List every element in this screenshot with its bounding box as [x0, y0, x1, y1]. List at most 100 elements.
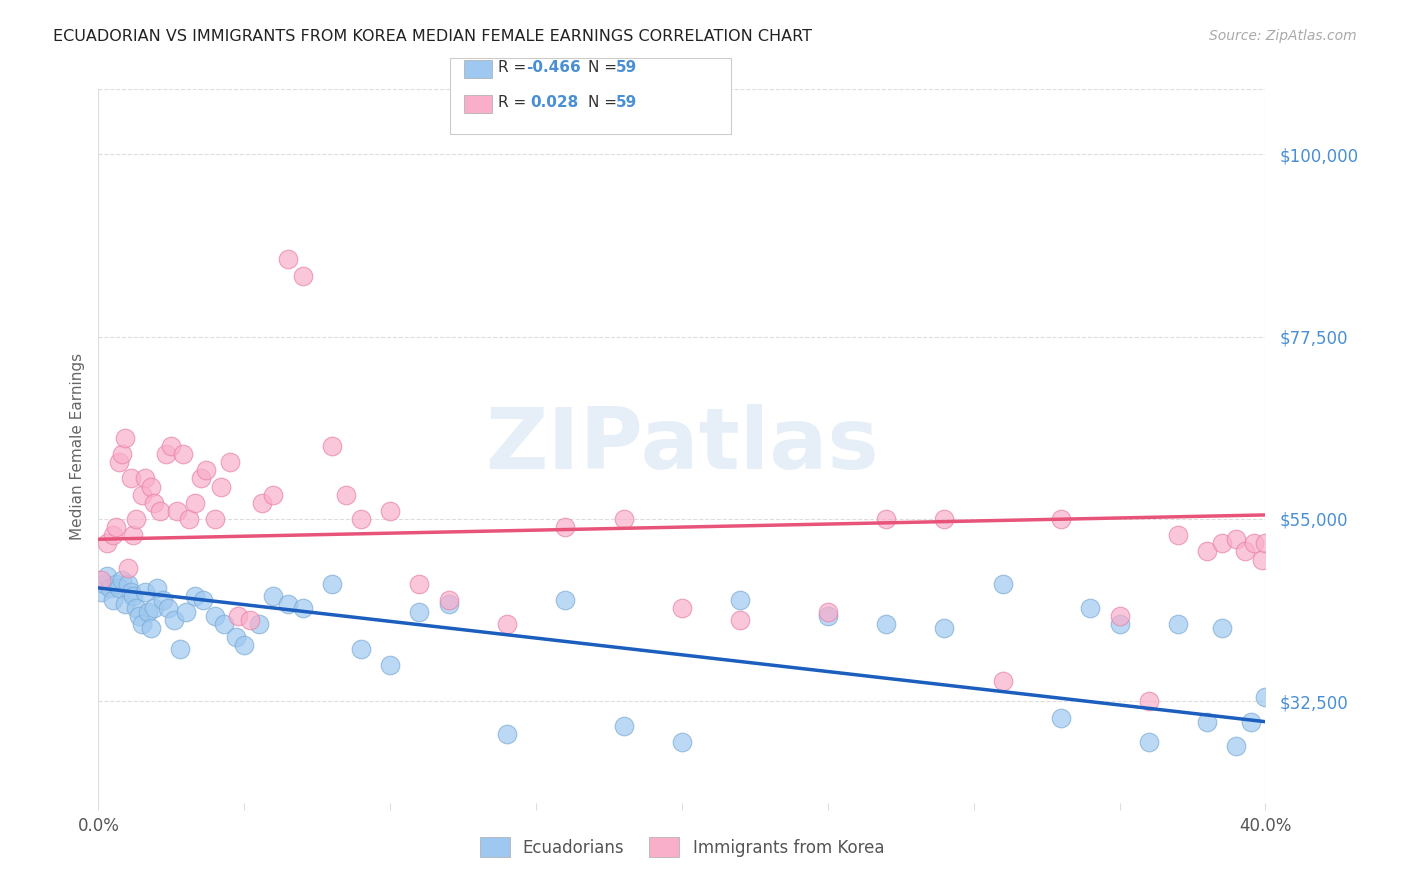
Point: [875, 512, 897, 526]
Point: [291, 601, 314, 615]
Point: [104, 520, 127, 534]
Point: [183, 589, 205, 603]
Point: [108, 455, 131, 469]
Point: [817, 605, 839, 619]
Point: [136, 605, 159, 619]
Point: [120, 585, 142, 599]
Text: R =: R =: [498, 95, 536, 111]
Point: [554, 593, 576, 607]
Point: [117, 577, 139, 591]
Point: [1225, 739, 1247, 753]
Point: [335, 488, 357, 502]
Point: [183, 496, 205, 510]
Point: [1108, 609, 1130, 624]
Point: [671, 601, 693, 615]
Text: N =: N =: [588, 60, 621, 75]
Point: [111, 573, 134, 587]
Point: [1195, 544, 1218, 558]
Point: [90, 585, 112, 599]
Point: [131, 488, 153, 502]
Point: [408, 577, 430, 591]
Point: [262, 488, 284, 502]
Point: [177, 512, 200, 526]
Point: [233, 638, 256, 652]
Point: [98, 581, 121, 595]
Point: [134, 585, 156, 599]
Point: [1243, 536, 1265, 550]
Point: [122, 528, 145, 542]
Legend: Ecuadorians, Immigrants from Korea: Ecuadorians, Immigrants from Korea: [471, 829, 893, 866]
Text: ZIPatlas: ZIPatlas: [485, 404, 879, 488]
Point: [108, 581, 131, 595]
Text: Source: ZipAtlas.com: Source: ZipAtlas.com: [1209, 29, 1357, 43]
Point: [125, 512, 148, 526]
Point: [1254, 536, 1277, 550]
Y-axis label: Median Female Earnings: Median Female Earnings: [70, 352, 86, 540]
Point: [225, 630, 247, 644]
Point: [612, 719, 634, 733]
Point: [120, 471, 142, 485]
Point: [131, 617, 153, 632]
Point: [104, 577, 127, 591]
Text: 0.028: 0.028: [530, 95, 578, 111]
Text: 59: 59: [616, 60, 637, 75]
Point: [125, 601, 148, 615]
Point: [139, 479, 162, 493]
Point: [1167, 617, 1189, 632]
Point: [204, 609, 226, 624]
Point: [1167, 528, 1189, 542]
Point: [128, 609, 150, 624]
Point: [195, 463, 218, 477]
Point: [1080, 601, 1102, 615]
Point: [157, 601, 180, 615]
Point: [212, 617, 235, 632]
Point: [142, 496, 165, 510]
Point: [875, 617, 897, 632]
Point: [1050, 512, 1073, 526]
Point: [218, 455, 240, 469]
Point: [96, 536, 118, 550]
Point: [204, 512, 226, 526]
Point: [152, 593, 174, 607]
Point: [991, 577, 1014, 591]
Point: [1195, 714, 1218, 729]
Point: [172, 447, 194, 461]
Point: [934, 622, 956, 636]
Point: [1108, 617, 1130, 632]
Point: [149, 504, 172, 518]
Point: [1254, 690, 1277, 705]
Point: [1225, 533, 1247, 547]
Point: [321, 577, 343, 591]
Point: [142, 601, 165, 615]
Point: [160, 439, 183, 453]
Point: [350, 512, 373, 526]
Point: [90, 573, 112, 587]
Point: [1211, 536, 1233, 550]
Point: [437, 593, 460, 607]
Point: [114, 597, 136, 611]
Point: [277, 597, 299, 611]
Point: [247, 617, 270, 632]
Point: [730, 593, 752, 607]
Point: [321, 439, 343, 453]
Point: [239, 613, 262, 627]
Text: ECUADORIAN VS IMMIGRANTS FROM KOREA MEDIAN FEMALE EARNINGS CORRELATION CHART: ECUADORIAN VS IMMIGRANTS FROM KOREA MEDI…: [53, 29, 813, 44]
Point: [612, 512, 634, 526]
Point: [380, 504, 402, 518]
Point: [117, 560, 139, 574]
Point: [934, 512, 956, 526]
Point: [169, 641, 191, 656]
Point: [101, 593, 124, 607]
Point: [111, 447, 134, 461]
Point: [96, 568, 118, 582]
Point: [291, 268, 314, 283]
Point: [1211, 622, 1233, 636]
Point: [134, 471, 156, 485]
Text: -0.466: -0.466: [526, 60, 581, 75]
Point: [496, 727, 519, 741]
Point: [408, 605, 430, 619]
Point: [139, 622, 162, 636]
Point: [437, 597, 460, 611]
Point: [1137, 694, 1160, 708]
Point: [155, 447, 177, 461]
